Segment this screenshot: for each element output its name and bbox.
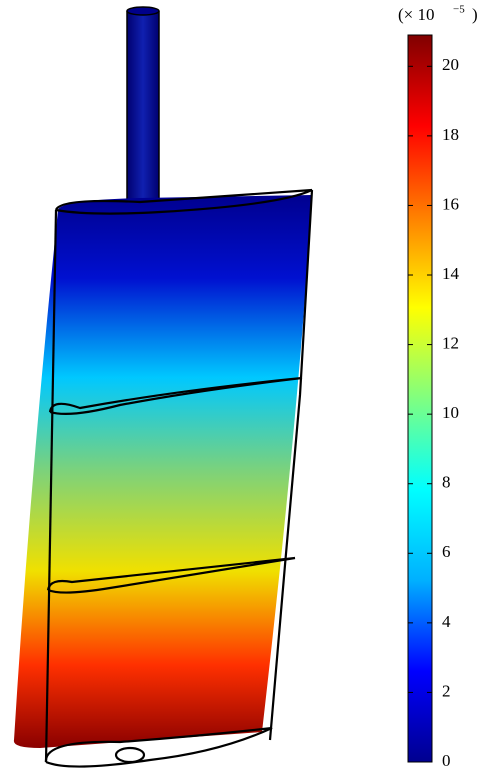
shaft-top (126, 6, 160, 16)
tick-label: 16 (442, 194, 459, 213)
tick-label: 8 (442, 473, 451, 492)
tick-label: 0 (442, 751, 451, 770)
wing-surface (13, 195, 312, 748)
scale-label: (× 10 −5 ) (398, 4, 478, 24)
colorbar (407, 34, 433, 763)
scale-base: (× 10 (398, 5, 435, 24)
tick-label: 4 (442, 612, 451, 631)
tick-label: 10 (442, 403, 459, 422)
tick-label: 2 (442, 681, 451, 700)
tick-label: 12 (442, 333, 459, 352)
tick-label: 18 (442, 125, 459, 144)
tick-label: 6 (442, 542, 451, 561)
tick-label: 14 (442, 264, 460, 283)
model (13, 6, 314, 768)
scale-close: ) (472, 5, 478, 24)
shaft (127, 10, 159, 212)
tick-label: 20 (442, 55, 459, 74)
wing-outline (44, 188, 314, 768)
scale-exponent: −5 (453, 4, 465, 16)
